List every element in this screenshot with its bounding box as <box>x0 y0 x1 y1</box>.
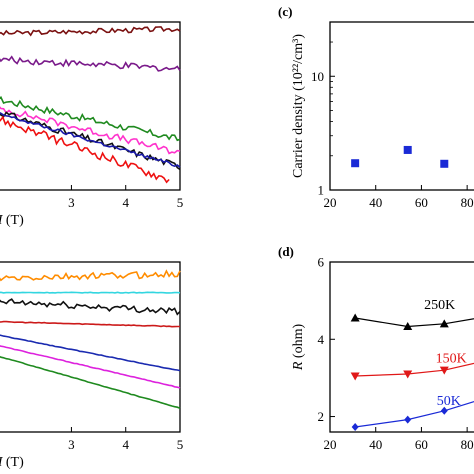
plot-frame <box>0 21 181 191</box>
plot-frame <box>329 261 474 433</box>
data-point <box>350 372 360 381</box>
data-point <box>351 422 359 431</box>
data-point <box>440 159 449 168</box>
y-tick-label: 2 <box>318 409 325 424</box>
x-tick-label: 4 <box>122 195 129 210</box>
data-point <box>403 322 413 331</box>
x-tick-label: 4 <box>122 437 129 452</box>
panel-b-chart: 3 4 5 H (T) <box>0 261 184 470</box>
annotation-label: 50K <box>437 394 461 409</box>
y-tick-label: 4 <box>318 332 325 347</box>
x-tick-label: 80 <box>461 437 474 452</box>
data-point <box>350 313 360 322</box>
series-line <box>0 106 181 155</box>
annotation-label: 250K <box>424 298 455 313</box>
y-axis-label: Carrier density (10²²/cm³) <box>291 34 306 178</box>
y-tick-label: 1 <box>318 183 325 198</box>
data-point <box>403 145 412 154</box>
x-axis-label: H (T) <box>0 213 24 228</box>
series-line <box>0 26 181 37</box>
panel-label: (d) <box>278 244 294 259</box>
series-line <box>0 115 170 184</box>
series-line <box>355 362 474 377</box>
x-tick-label: 20 <box>324 195 337 210</box>
x-tick-label: 5 <box>177 195 184 210</box>
x-tick-label: 3 <box>68 437 75 452</box>
series-line <box>0 269 181 282</box>
series-line <box>0 334 181 372</box>
x-tick-label: 60 <box>415 195 428 210</box>
data-point <box>439 319 449 328</box>
x-tick-label: 20 <box>324 437 337 452</box>
y-axis-label: R (ohm) <box>291 324 306 372</box>
series-line <box>355 401 474 428</box>
panel-a-chart: 3 4 5 H (T) <box>0 21 184 228</box>
series-line <box>0 112 181 168</box>
data-point <box>439 366 449 375</box>
series-line <box>355 317 474 328</box>
x-tick-label: 5 <box>177 437 184 452</box>
series-line <box>0 345 181 389</box>
y-tick-label: 6 <box>318 255 325 270</box>
y-tick-label: 10 <box>311 69 324 84</box>
panel-d-chart: 20 40 60 80 2 4 6 R (ohm) (d) 250K 150K 50K <box>278 244 474 452</box>
panel-label: (c) <box>278 4 292 19</box>
series-line <box>0 355 181 409</box>
series-line <box>0 291 181 294</box>
x-tick-label: 40 <box>369 437 382 452</box>
series-line <box>0 95 181 142</box>
panel-c-chart: 20 40 60 80 1 10 Carrier density (10²²/cm³) (c) <box>278 4 474 210</box>
data-point <box>440 406 448 415</box>
series-line <box>0 55 181 72</box>
x-tick-label: 60 <box>415 437 428 452</box>
x-tick-label: 80 <box>461 195 474 210</box>
plot-frame <box>0 261 181 433</box>
x-axis-label: H (T) <box>0 455 24 470</box>
annotation-label: 150K <box>436 351 467 366</box>
data-point <box>404 415 412 424</box>
data-point <box>403 370 413 379</box>
x-tick-label: 3 <box>68 195 75 210</box>
x-tick-label: 40 <box>369 195 382 210</box>
series-line <box>0 320 180 328</box>
series-line <box>0 298 181 316</box>
plot-frame <box>329 21 474 191</box>
data-point <box>351 159 360 168</box>
